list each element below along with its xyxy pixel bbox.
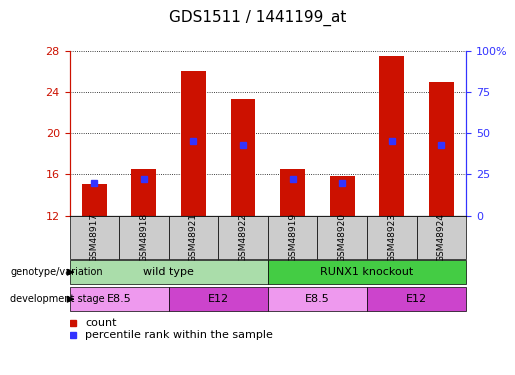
Bar <box>367 287 466 311</box>
Bar <box>181 71 206 216</box>
Text: E12: E12 <box>208 294 229 304</box>
Bar <box>429 82 454 216</box>
Bar <box>268 260 466 284</box>
Bar <box>367 216 417 259</box>
Bar <box>330 177 354 216</box>
Bar <box>131 169 156 216</box>
Bar <box>231 99 255 216</box>
Bar <box>280 169 305 216</box>
Bar <box>317 216 367 259</box>
Bar <box>268 216 317 259</box>
Bar <box>168 216 218 259</box>
Text: GSM48919: GSM48919 <box>288 213 297 262</box>
Bar <box>119 216 168 259</box>
Text: GSM48923: GSM48923 <box>387 213 396 262</box>
Bar <box>70 287 169 311</box>
Bar <box>70 260 268 284</box>
Text: E8.5: E8.5 <box>305 294 330 304</box>
Bar <box>82 184 107 216</box>
Text: development stage: development stage <box>10 294 105 304</box>
Text: genotype/variation: genotype/variation <box>10 267 103 277</box>
Text: RUNX1 knockout: RUNX1 knockout <box>320 267 414 277</box>
Text: percentile rank within the sample: percentile rank within the sample <box>85 330 273 340</box>
Text: GSM48922: GSM48922 <box>238 213 248 262</box>
Text: GSM48918: GSM48918 <box>140 213 148 262</box>
Text: E8.5: E8.5 <box>107 294 131 304</box>
Bar <box>380 56 404 216</box>
Text: wild type: wild type <box>143 267 194 277</box>
Text: GSM48920: GSM48920 <box>338 213 347 262</box>
Bar <box>168 287 268 311</box>
Text: GSM48917: GSM48917 <box>90 213 99 262</box>
Bar <box>70 216 119 259</box>
Text: E12: E12 <box>406 294 427 304</box>
Bar <box>218 216 268 259</box>
Text: GSM48924: GSM48924 <box>437 213 446 262</box>
Bar <box>417 216 466 259</box>
Text: GDS1511 / 1441199_at: GDS1511 / 1441199_at <box>169 9 346 26</box>
Text: count: count <box>85 318 117 328</box>
Bar <box>268 287 367 311</box>
Text: GSM48921: GSM48921 <box>189 213 198 262</box>
